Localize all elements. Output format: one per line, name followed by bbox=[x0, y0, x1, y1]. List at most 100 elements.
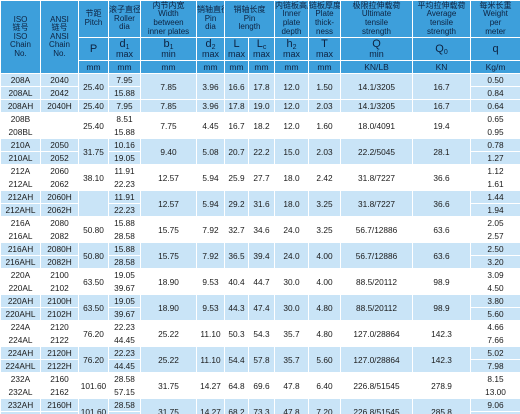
header-line: Plate bbox=[315, 9, 334, 19]
cell: 4.80 bbox=[308, 320, 341, 347]
cell: 1.60 bbox=[308, 112, 341, 139]
header-line: Weight bbox=[483, 9, 508, 19]
ansi-chain-no: 2042 bbox=[40, 86, 79, 100]
cell: 22.23 bbox=[108, 346, 141, 360]
ansi-chain-no: 2080H bbox=[40, 242, 79, 256]
cell: 12.0 bbox=[274, 112, 309, 139]
cell: 22.23 bbox=[108, 177, 141, 191]
iso-chain-no: 208BL bbox=[0, 125, 41, 139]
cell: 19.05 bbox=[108, 268, 141, 282]
iso-chain-no: 208B bbox=[0, 112, 41, 126]
ansi-chain-no: 2082 bbox=[40, 229, 79, 243]
cell: 5.60 bbox=[470, 307, 520, 321]
header-line: 极限拉伸载荷 bbox=[352, 0, 401, 10]
header-line: Chain bbox=[10, 40, 31, 50]
cell: 15.88 bbox=[108, 125, 141, 139]
cell: 19.05 bbox=[108, 294, 141, 308]
symbol-letter: h bbox=[286, 38, 293, 50]
cell: 98.9 bbox=[412, 268, 471, 295]
unit: mm bbox=[308, 60, 341, 74]
cell: 12.0 bbox=[274, 99, 309, 113]
column-header: 内节内宽 Width between inner plates bbox=[140, 0, 197, 38]
cell: 22.2 bbox=[248, 138, 275, 165]
cell: 12.0 bbox=[274, 73, 309, 100]
cell: 14.1/3205 bbox=[340, 99, 413, 113]
ansi-chain-no: 2052 bbox=[40, 151, 79, 165]
cell: 31.75 bbox=[140, 372, 197, 399]
cell: 142.3 bbox=[412, 320, 471, 347]
iso-chain-no: 212AL bbox=[0, 177, 41, 191]
cell: 18.0 bbox=[274, 190, 309, 217]
iso-chain-no: 216A bbox=[0, 216, 41, 230]
cell bbox=[78, 190, 109, 217]
cell: 4.50 bbox=[470, 281, 520, 295]
symbol-main: T bbox=[310, 38, 340, 50]
cell: 25.40 bbox=[78, 99, 109, 113]
ansi-chain-no: 2060H bbox=[40, 190, 79, 204]
unit: KN bbox=[412, 60, 471, 74]
symbol-main: Q0 bbox=[414, 44, 470, 57]
cell: 5.94 bbox=[196, 164, 225, 191]
header-line: 滚子直径 bbox=[109, 5, 141, 15]
iso-chain-no: 224AHL bbox=[0, 359, 41, 373]
cell: 2.42 bbox=[308, 164, 341, 191]
cell: 4.00 bbox=[308, 268, 341, 295]
symbol-letter: d bbox=[205, 38, 212, 50]
ansi-chain-no: 2160H bbox=[40, 398, 79, 412]
header-line: 销轴长度 bbox=[233, 5, 266, 15]
cell: 28.1 bbox=[412, 138, 471, 165]
ansi-chain-no bbox=[40, 112, 79, 139]
header-line: 链号 bbox=[51, 23, 68, 33]
cell: 88.5/20112 bbox=[340, 268, 413, 295]
cell: 5.94 bbox=[196, 190, 225, 217]
data-row: 212AHL 2062H 22.23 1.94 bbox=[0, 203, 520, 217]
ansi-chain-no: 2162 bbox=[40, 385, 79, 399]
cell: 4.45 bbox=[196, 112, 225, 139]
cell: 19.05 bbox=[108, 151, 141, 165]
cell: 142.3 bbox=[412, 346, 471, 373]
cell: 39.67 bbox=[108, 281, 141, 295]
cell: 1.50 bbox=[308, 73, 341, 100]
cell: 1.61 bbox=[470, 177, 520, 191]
unit: mm bbox=[224, 60, 249, 74]
header-line: Inner bbox=[282, 9, 301, 19]
cell: 16.7 bbox=[224, 112, 249, 139]
data-row: 224AHL 2122H 44.45 7.98 bbox=[0, 359, 520, 373]
cell: 54.3 bbox=[248, 320, 275, 347]
iso-chain-no: 216AH bbox=[0, 242, 41, 256]
unit: mm bbox=[274, 60, 309, 74]
symbol-letter: T bbox=[321, 38, 328, 50]
unit: mm bbox=[248, 60, 275, 74]
cell: 7.66 bbox=[470, 333, 520, 347]
header-line: tensile bbox=[364, 18, 389, 27]
cell: 2.50 bbox=[470, 242, 520, 256]
column-header: 销轴长度 Pin length bbox=[224, 0, 275, 38]
data-row: 216AH 2080H 50.80 15.88 15.75 7.92 36.5 39.4 24.… bbox=[0, 242, 520, 269]
data-row: 212A 2060 38.10 11.91 12.57 5.94 25.9 27.7 18.0 2… bbox=[0, 164, 520, 191]
cell: 4.00 bbox=[308, 242, 341, 269]
ansi-chain-no: 2062H bbox=[40, 203, 79, 217]
symbol: h2 max bbox=[274, 37, 309, 61]
cell: 0.65 bbox=[470, 112, 520, 126]
ansi-chain-no: 2040H bbox=[40, 99, 79, 113]
cell: 47.8 bbox=[274, 398, 309, 414]
data-row: 232A 2160 101.60 28.58 31.75 14.27 64.8 69.6 47.… bbox=[0, 372, 520, 399]
cell: 3.20 bbox=[470, 255, 520, 269]
ansi-chain-no: 2060 bbox=[40, 164, 79, 178]
ansi-chain-no: 2102H bbox=[40, 307, 79, 321]
cell: 5.60 bbox=[308, 346, 341, 373]
iso-header: ISO 链号 ISO Chain No. bbox=[0, 0, 41, 74]
symbol-main: L bbox=[226, 39, 248, 50]
header-line: 内链板高度 bbox=[275, 0, 308, 10]
symbol-letter: d bbox=[119, 38, 126, 50]
cell: 15.88 bbox=[108, 216, 141, 230]
cell: 101.60 bbox=[78, 372, 109, 399]
unit: mm bbox=[140, 60, 197, 74]
symbol-main: q bbox=[472, 44, 520, 55]
symbol-note: min bbox=[369, 49, 384, 59]
header-line: 节距 bbox=[85, 9, 102, 19]
cell: 76.20 bbox=[78, 320, 109, 347]
cell: 30.0 bbox=[274, 268, 309, 295]
ansi-chain-no: 2062 bbox=[40, 177, 79, 191]
symbol-note: max bbox=[252, 49, 270, 59]
